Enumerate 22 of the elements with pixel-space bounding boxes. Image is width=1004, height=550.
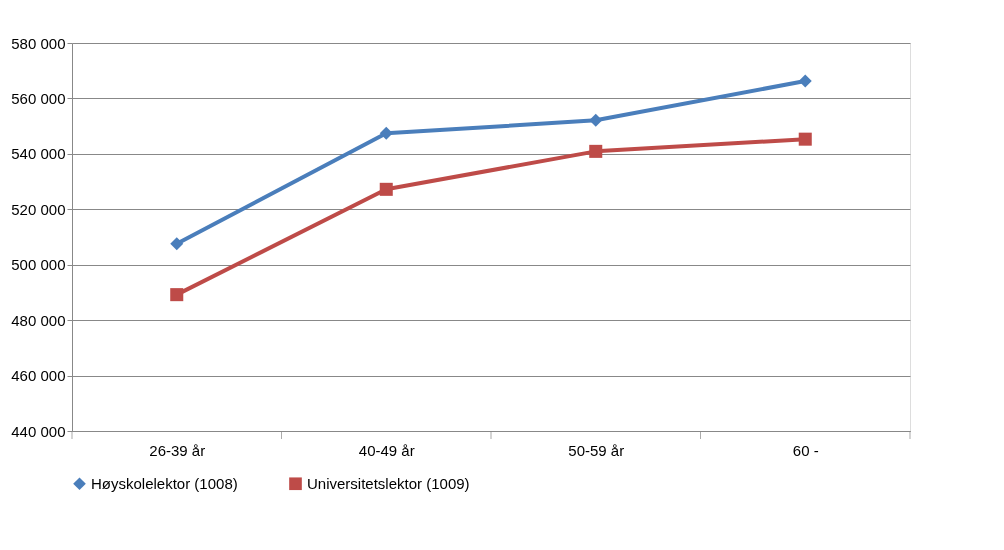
point xyxy=(589,144,603,158)
y-tick-label: 460 000 xyxy=(11,367,66,385)
x-tick-label: 50-59 år xyxy=(568,441,625,459)
y-tick-label: 560 000 xyxy=(11,89,66,107)
x-tick-label: 40-49 år xyxy=(358,441,415,459)
y-tick-label: 520 000 xyxy=(11,200,66,218)
point xyxy=(589,113,603,127)
point xyxy=(379,126,393,140)
y-tick-label: 500 000 xyxy=(11,256,66,274)
point xyxy=(798,132,812,146)
y-tick-label: 480 000 xyxy=(11,311,66,329)
y-tick-label: 580 000 xyxy=(11,34,66,52)
legend-label: Universitetslektor (1009) xyxy=(307,474,470,492)
x-tick-label: 26-39 år xyxy=(149,441,206,459)
x-tick-label: 60 - xyxy=(792,441,819,459)
legend-label: Høyskolelektor (1008) xyxy=(91,474,238,492)
point xyxy=(379,182,393,196)
point xyxy=(170,237,184,251)
point xyxy=(170,288,184,302)
point xyxy=(798,74,812,88)
y-tick-label: 540 000 xyxy=(11,145,66,163)
y-tick-label: 440 000 xyxy=(11,422,66,440)
